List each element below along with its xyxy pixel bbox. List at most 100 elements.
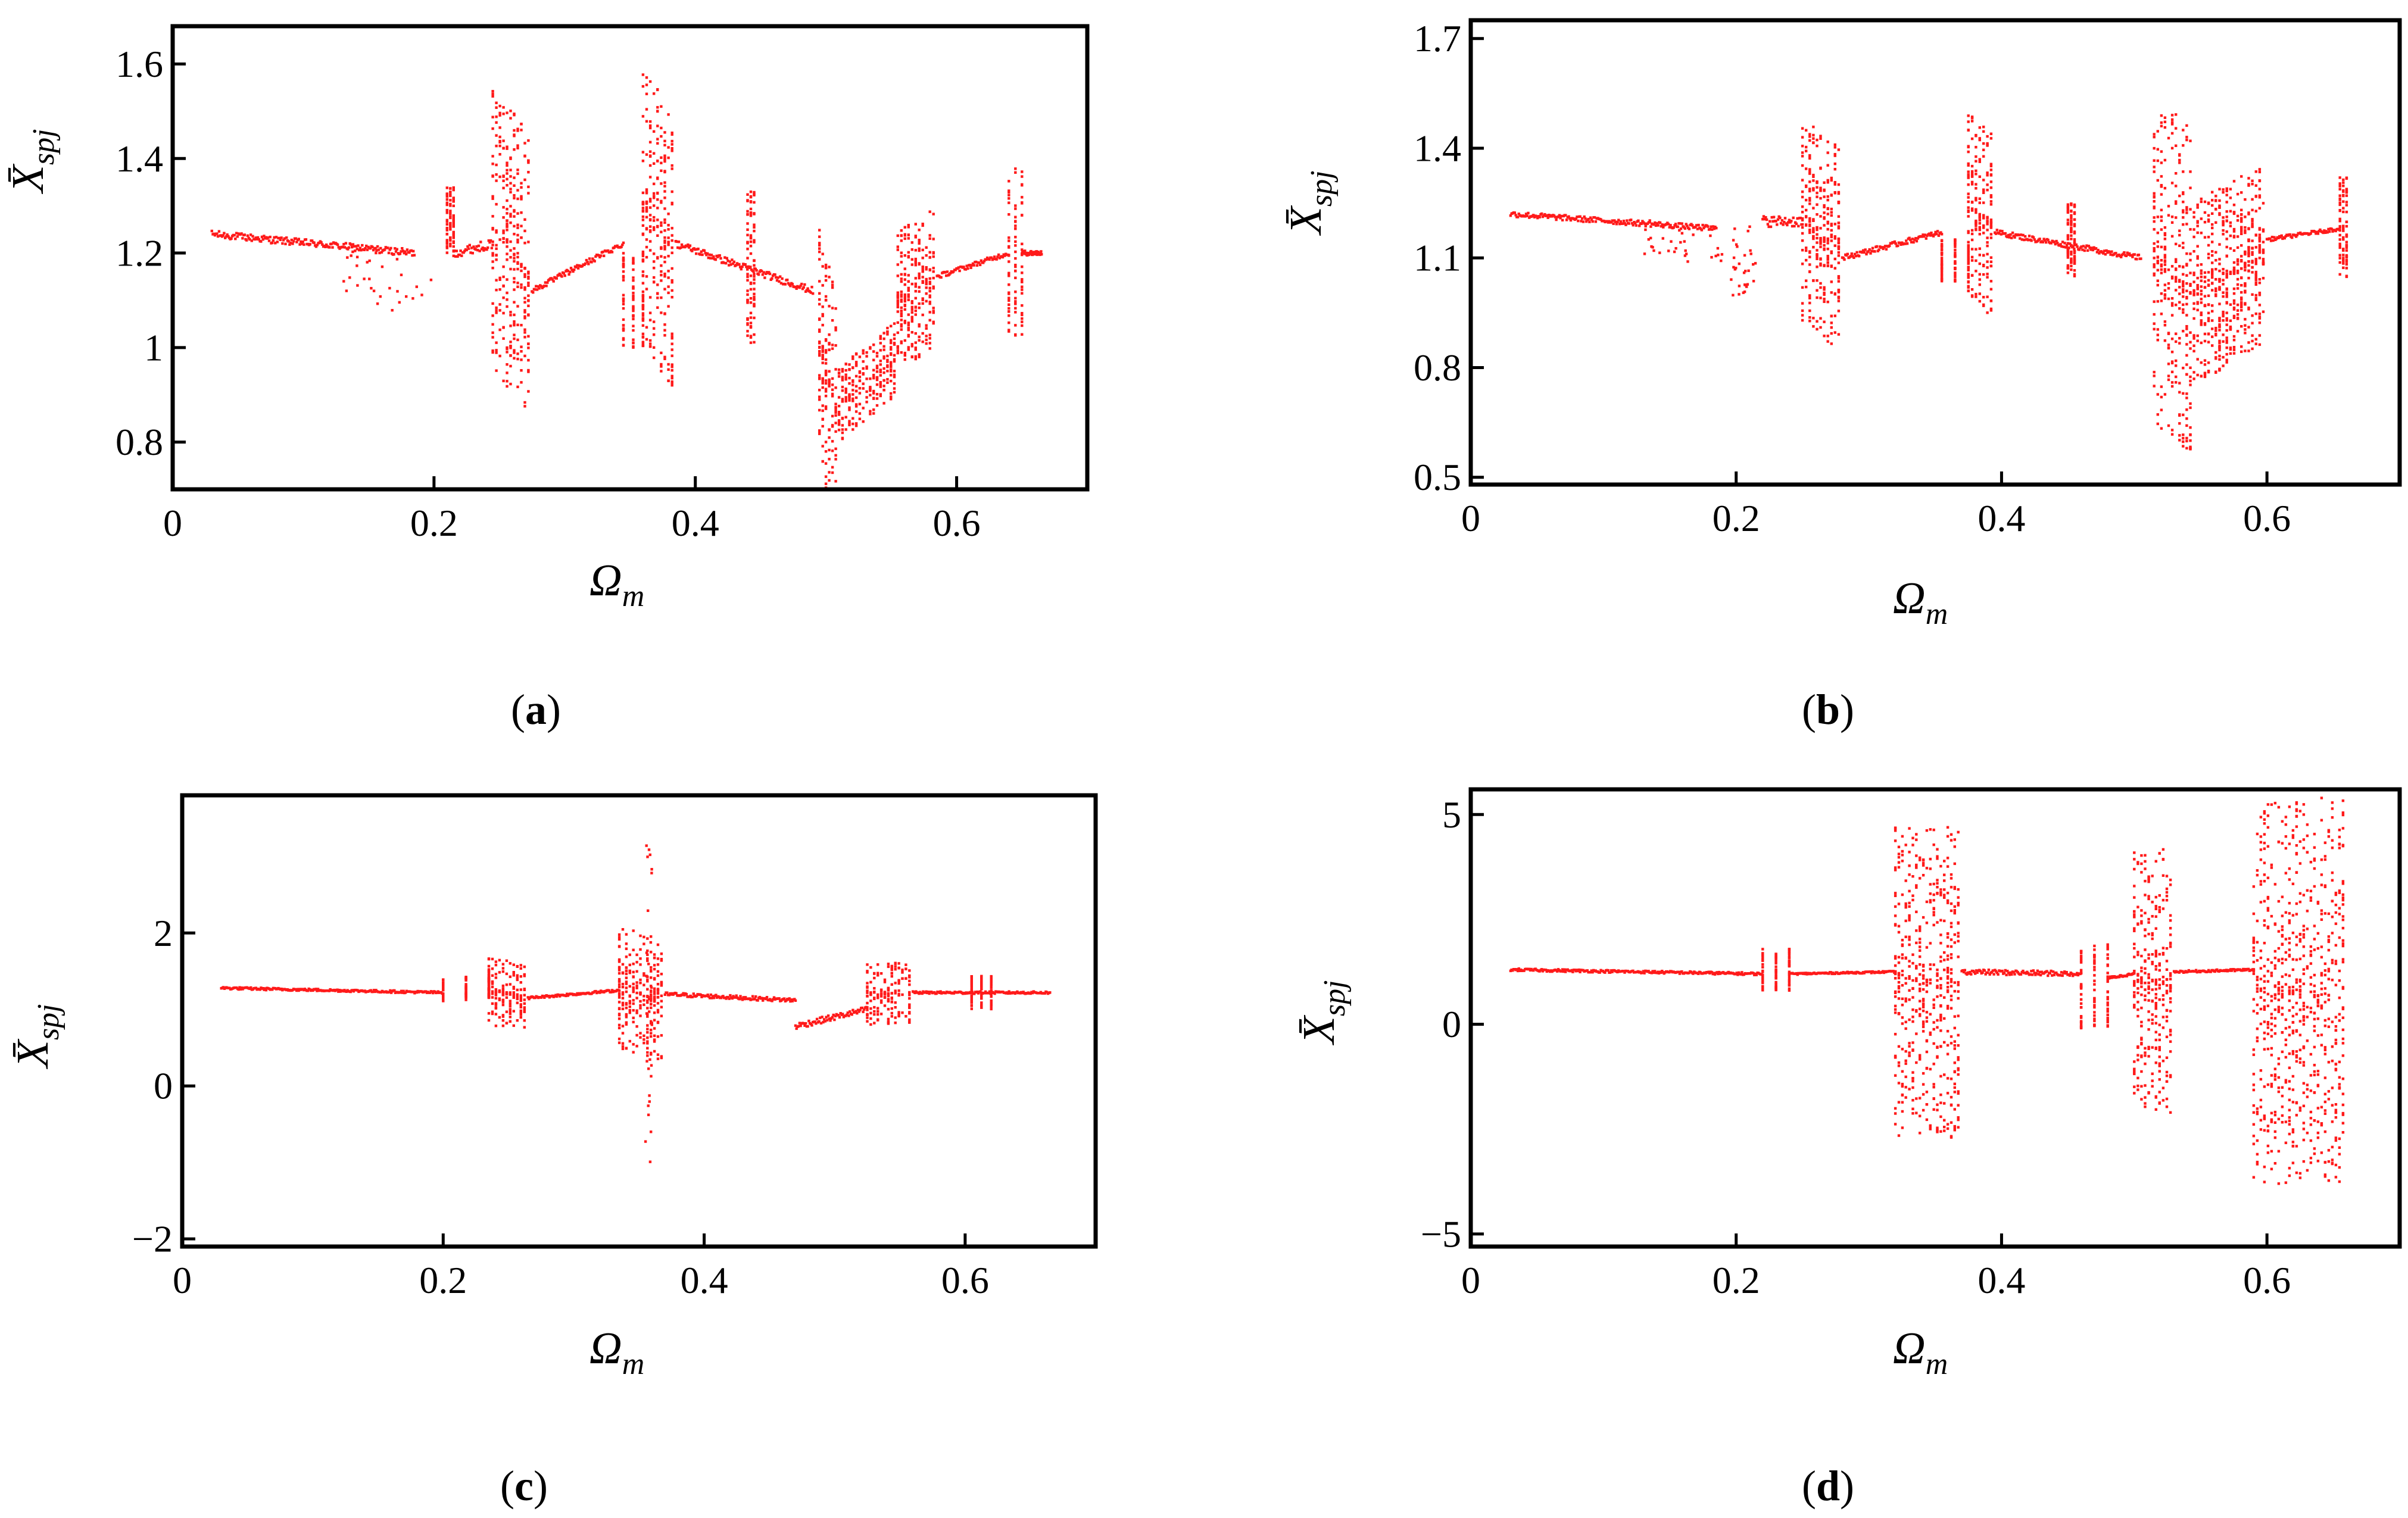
panel-a-point-144 <box>358 248 361 252</box>
panel-a-point-1491 <box>851 357 854 360</box>
panel-a-point-482 <box>509 182 512 185</box>
panel-b-point-1943 <box>2251 222 2254 226</box>
panel-b-point-225 <box>1644 228 1647 232</box>
panel-b-point-930 <box>1986 266 1989 269</box>
panel-b-point-879 <box>1978 158 1981 161</box>
panel-a-point-2054 <box>1014 257 1017 260</box>
panel-a-point-1493 <box>875 367 879 370</box>
panel-a-point-1391 <box>818 328 821 332</box>
panel-a-point-2039 <box>1014 204 1017 207</box>
panel-a-point-1709 <box>872 396 875 399</box>
panel-b-point-1066 <box>2081 248 2084 251</box>
panel-a-point-1648 <box>865 365 868 368</box>
panel-b-point-1484 <box>2175 289 2178 292</box>
panel-a-point-1008 <box>641 207 645 210</box>
panel-a-point-521 <box>495 163 498 167</box>
panel-a-point-1852 <box>907 224 910 227</box>
panel-a-point-1034 <box>660 279 663 282</box>
panel-a-point-111 <box>324 245 327 248</box>
panel-b-point-1497 <box>2175 304 2178 307</box>
panel-b-point-357 <box>1833 257 1836 261</box>
panel-a-point-306 <box>452 198 455 201</box>
panel-b-point-1510 <box>2182 308 2185 311</box>
panel-a-point-996 <box>667 368 670 371</box>
panel-b-point-1959 <box>2247 239 2250 242</box>
panel-b-point-169 <box>1685 223 1688 226</box>
panel-a-point-325 <box>458 253 461 257</box>
panel-b-point-1603 <box>2192 228 2195 231</box>
panel-b-point-202 <box>1692 233 1695 236</box>
panel-a-point-690 <box>562 272 566 275</box>
panel-a-point-1393 <box>828 479 831 482</box>
panel-b-point-356 <box>1823 300 1826 303</box>
panel-a-point-186 <box>401 247 404 250</box>
panel-a-point-2033 <box>1014 296 1017 300</box>
panel-c-point-349 <box>505 983 509 986</box>
panel-b-point-1220 <box>2185 282 2188 285</box>
panel-b-point-2111 <box>2323 229 2326 232</box>
panel-a-point-330 <box>463 249 466 252</box>
panel-a-point-420 <box>516 252 519 255</box>
panel-b-point-1973 <box>2196 221 2199 224</box>
panel-a-point-180 <box>394 250 398 253</box>
panel-a-point-356 <box>489 239 492 242</box>
panel-a-point-512 <box>491 336 494 339</box>
panel-a-point-255 <box>452 186 455 189</box>
panel-b-point-2189 <box>2345 258 2348 262</box>
panel-b-point-541 <box>1801 195 1804 199</box>
panel-a-point-1628 <box>882 389 885 392</box>
panel-b-point-1653 <box>2240 191 2243 194</box>
panel-a-point-83 <box>295 240 298 243</box>
panel-b-point-1292 <box>2175 332 2178 335</box>
panel-b-point-1307 <box>2185 136 2188 139</box>
panel-b-point-1689 <box>2247 341 2250 344</box>
panel-a-point-887 <box>645 275 648 278</box>
panel-b-point-2023 <box>2236 277 2239 281</box>
panel-b-point-1776 <box>2225 318 2228 322</box>
panel-b-point-378 <box>1830 332 1833 335</box>
panel-b-point-1480 <box>2167 378 2170 382</box>
panel-b-point-1693 <box>2251 339 2254 343</box>
panel-a-point-1315 <box>824 382 828 385</box>
panel-a-point-1290 <box>746 273 749 276</box>
panel-b-point-1568 <box>2236 283 2239 286</box>
panel-a-point-846 <box>663 236 666 239</box>
panel-a-point-650 <box>502 265 505 268</box>
panel-b-point-279 <box>1782 223 1785 226</box>
panel-a-point-1952 <box>932 320 935 323</box>
panel-a-point-1905 <box>903 358 906 361</box>
panel-a-point-1477 <box>875 351 879 355</box>
panel-a-point-1389 <box>818 341 821 343</box>
panel-b-point-1273 <box>2178 422 2181 425</box>
panel-a-point-2106 <box>1021 201 1024 204</box>
panel-a-point-1543 <box>882 385 885 388</box>
panel-b-point-547 <box>1823 291 1826 295</box>
panel-a-point-80 <box>292 240 295 243</box>
panel-a-point-40 <box>251 235 254 238</box>
panel-a-point-819 <box>632 308 635 311</box>
panel-a-point-910 <box>641 160 645 163</box>
panel-b-point-2063 <box>2273 236 2276 239</box>
panel-b-point-1683 <box>2236 303 2239 307</box>
panel-b-point-1532 <box>2207 271 2210 274</box>
panel-b-point-1596 <box>2200 293 2203 296</box>
panel-b-point-123 <box>1637 219 1640 222</box>
panel-a-point-1745 <box>928 294 931 297</box>
panel-b-point-100 <box>1613 219 1616 222</box>
panel-b-point-1508 <box>2189 228 2192 231</box>
panel-a-point-1924 <box>910 331 913 334</box>
panel-a-point-1599 <box>875 397 879 400</box>
panel-b-point-1763 <box>2192 371 2195 374</box>
panel-b-point-1479 <box>2156 333 2159 336</box>
panel-a-point-72 <box>284 242 287 245</box>
panel-a-point-56 <box>267 239 271 242</box>
panel-b-point-954 <box>1989 173 1993 176</box>
panel-b-point-1515 <box>2247 254 2250 258</box>
panel-a-point-1938 <box>907 333 910 337</box>
panel-a-point-2098 <box>1008 314 1010 317</box>
panel-a-point-1753 <box>910 318 913 321</box>
panel-a-point-311 <box>449 199 452 202</box>
panel-a-point-649 <box>509 324 512 327</box>
panel-c-point-295 <box>464 995 467 998</box>
